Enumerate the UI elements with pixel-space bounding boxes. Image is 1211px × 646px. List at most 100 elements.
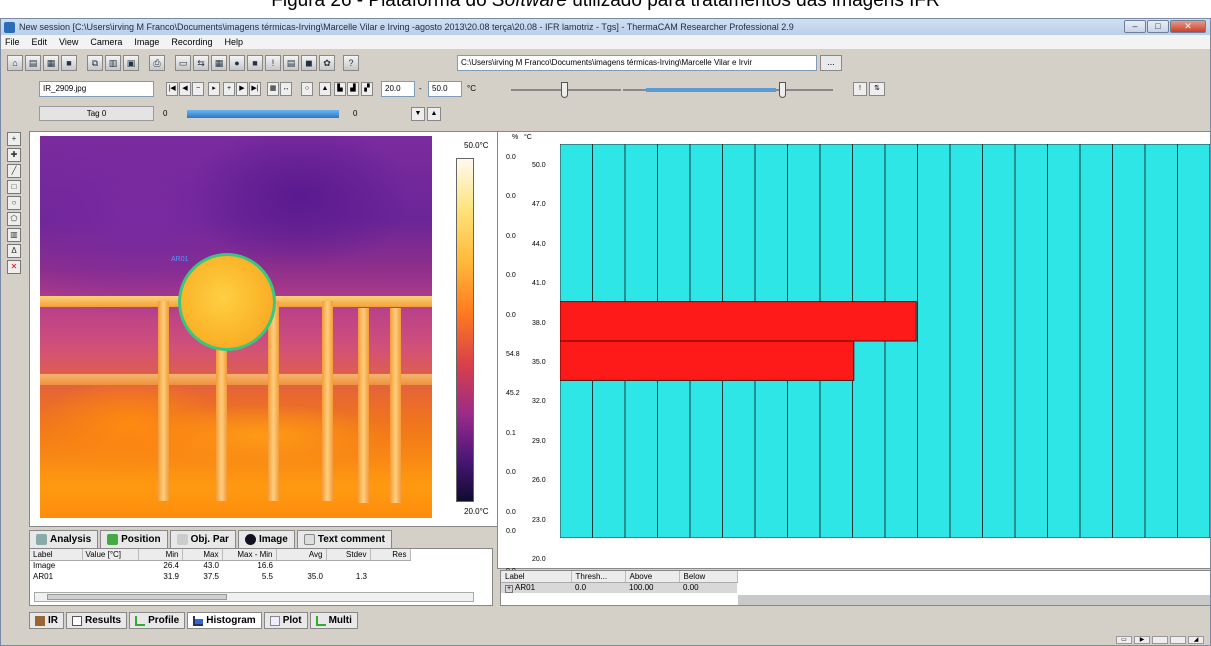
browse-button[interactable]: ... [820, 55, 842, 71]
polygon-icon[interactable]: ⬠ [7, 212, 21, 226]
tab-image[interactable]: Image [237, 530, 295, 548]
line-icon[interactable]: ╱ [7, 164, 21, 178]
photo-icon[interactable]: ◼ [301, 55, 317, 71]
new-session-icon[interactable]: ⌂ [7, 55, 23, 71]
close-icon[interactable]: ✕ [1170, 20, 1206, 33]
last-frame-icon[interactable]: ▶| [249, 82, 261, 96]
tab-plot[interactable]: Plot [263, 612, 308, 629]
table-row[interactable]: AR01 31.9 37.5 5.5 35.0 1.3 [30, 571, 410, 582]
results-hscroll-thumb[interactable] [47, 594, 227, 600]
tab-position[interactable]: Position [100, 530, 168, 548]
tab-profile[interactable]: Profile [129, 612, 186, 629]
thermal-image[interactable]: AR01 [40, 136, 432, 518]
box-icon[interactable]: □ [7, 180, 21, 194]
auto-adjust-icon[interactable]: ▲ [319, 82, 331, 96]
paste-icon[interactable]: ▥ [105, 55, 121, 71]
palette-icon[interactable]: ▤ [283, 55, 299, 71]
frame-step-icon[interactable]: ↔ [280, 82, 292, 96]
menu-edit[interactable]: Edit [31, 37, 48, 47]
record-icon[interactable]: ● [229, 55, 245, 71]
menu-view[interactable]: View [59, 37, 79, 47]
histogram-adjust-icon[interactable]: ▙ [334, 82, 346, 96]
plus-icon[interactable]: + [223, 82, 235, 96]
col-avg[interactable]: Avg [276, 549, 327, 561]
circle-icon[interactable]: ○ [7, 196, 21, 210]
menu-recording[interactable]: Recording [171, 37, 213, 47]
col-res[interactable]: Res [370, 549, 411, 561]
spot-icon[interactable]: ✚ [7, 148, 21, 162]
layout-icon[interactable]: ▭ [175, 55, 191, 71]
tab-text-comment[interactable]: Text comment [296, 530, 392, 548]
level-icon[interactable]: ▞ [361, 82, 373, 96]
tab-analysis[interactable]: Analysis [29, 530, 99, 548]
temp-high-field[interactable]: 50.0 [428, 81, 462, 97]
pct-tick-label: 0.0 [506, 528, 516, 536]
col-label[interactable]: Label [501, 571, 572, 583]
menu-image[interactable]: Image [134, 37, 160, 47]
marker-icon[interactable]: ! [265, 55, 281, 71]
camera-connect-icon[interactable]: ⇆ [193, 55, 209, 71]
save-icon[interactable]: ■ [61, 55, 77, 71]
col-below[interactable]: Below [679, 571, 738, 583]
frame-grid-icon[interactable]: ▦ [267, 82, 279, 96]
tab-obj-par[interactable]: Obj. Par [169, 530, 236, 548]
expand-icon[interactable]: + [505, 584, 513, 593]
col-max[interactable]: Max [182, 549, 223, 561]
ar01-circle-area[interactable] [178, 253, 276, 351]
first-frame-icon[interactable]: |◀ [166, 82, 178, 96]
tag-level-bar[interactable] [187, 110, 339, 118]
tag-up-icon[interactable]: ▲ [427, 107, 441, 121]
menu-camera[interactable]: Camera [90, 37, 123, 47]
col-max-min[interactable]: Max - Min [222, 549, 277, 561]
menu-help[interactable]: Help [224, 37, 243, 47]
alarm-icon[interactable]: ! [853, 82, 867, 96]
swap-icon[interactable]: ⇅ [869, 82, 885, 96]
histogram-chart[interactable]: 5101520253035404550556065707580859095100 [560, 144, 1210, 538]
difference-icon[interactable]: Δ [7, 244, 21, 258]
minus-icon[interactable]: − [192, 82, 204, 96]
histogram-bar[interactable] [560, 301, 917, 342]
stop-icon[interactable]: ■ [247, 55, 263, 71]
temp-low-field[interactable]: 20.0 [381, 81, 415, 97]
tab-multi[interactable]: Multi [309, 612, 358, 629]
cell: 35.0 [307, 572, 323, 581]
span-slider-thumb[interactable] [779, 82, 786, 98]
isotherm-icon[interactable]: ▥ [7, 228, 21, 242]
grid-icon[interactable]: ▦ [211, 55, 227, 71]
table-row[interactable]: + AR01 0.0 100.00 0.00 [501, 582, 737, 593]
open-icon[interactable]: ▤ [25, 55, 41, 71]
col-min[interactable]: Min [138, 549, 183, 561]
col-above[interactable]: Above [625, 571, 680, 583]
image-icon[interactable]: ▣ [123, 55, 139, 71]
delete-tool-icon[interactable]: ✕ [7, 260, 21, 274]
minimize-icon[interactable]: – [1124, 20, 1146, 33]
table-row[interactable]: Image 26.4 43.0 16.6 [30, 560, 410, 571]
open-image-icon[interactable]: ▦ [43, 55, 59, 71]
level-slider-thumb[interactable] [561, 82, 568, 98]
tab-histogram[interactable]: Histogram [187, 612, 262, 629]
settings-icon[interactable]: ✿ [319, 55, 335, 71]
col-label[interactable]: Label [30, 549, 83, 561]
col-thresh[interactable]: Thresh... [571, 571, 626, 583]
tag-field[interactable]: Tag 0 [39, 106, 154, 121]
tag-down-icon[interactable]: ▼ [411, 107, 425, 121]
print-icon[interactable]: ⎙ [149, 55, 165, 71]
frame-field-icon[interactable]: ▸ [208, 82, 220, 96]
results-hscroll[interactable] [34, 592, 474, 602]
tab-results[interactable]: Results [66, 612, 128, 629]
session-path-field[interactable]: C:\Users\irving M Franco\Documents\image… [457, 55, 817, 71]
col-value[interactable]: Value [°C] [82, 549, 139, 561]
prev-frame-icon[interactable]: ◀ [179, 82, 191, 96]
image-file-field[interactable]: IR_2909.jpg [39, 81, 154, 97]
histogram-bar[interactable] [560, 340, 855, 381]
loop-icon[interactable]: ○ [301, 82, 313, 96]
help-icon[interactable]: ? [343, 55, 359, 71]
range-icon[interactable]: ▟ [347, 82, 359, 96]
maximize-icon[interactable]: □ [1147, 20, 1169, 33]
tab-ir[interactable]: IR [29, 612, 64, 629]
menu-file[interactable]: File [5, 37, 20, 47]
add-tool-icon[interactable]: + [7, 132, 21, 146]
col-stdev[interactable]: Stdev [326, 549, 371, 561]
copy-icon[interactable]: ⧉ [87, 55, 103, 71]
next-frame-icon[interactable]: ▶ [236, 82, 248, 96]
